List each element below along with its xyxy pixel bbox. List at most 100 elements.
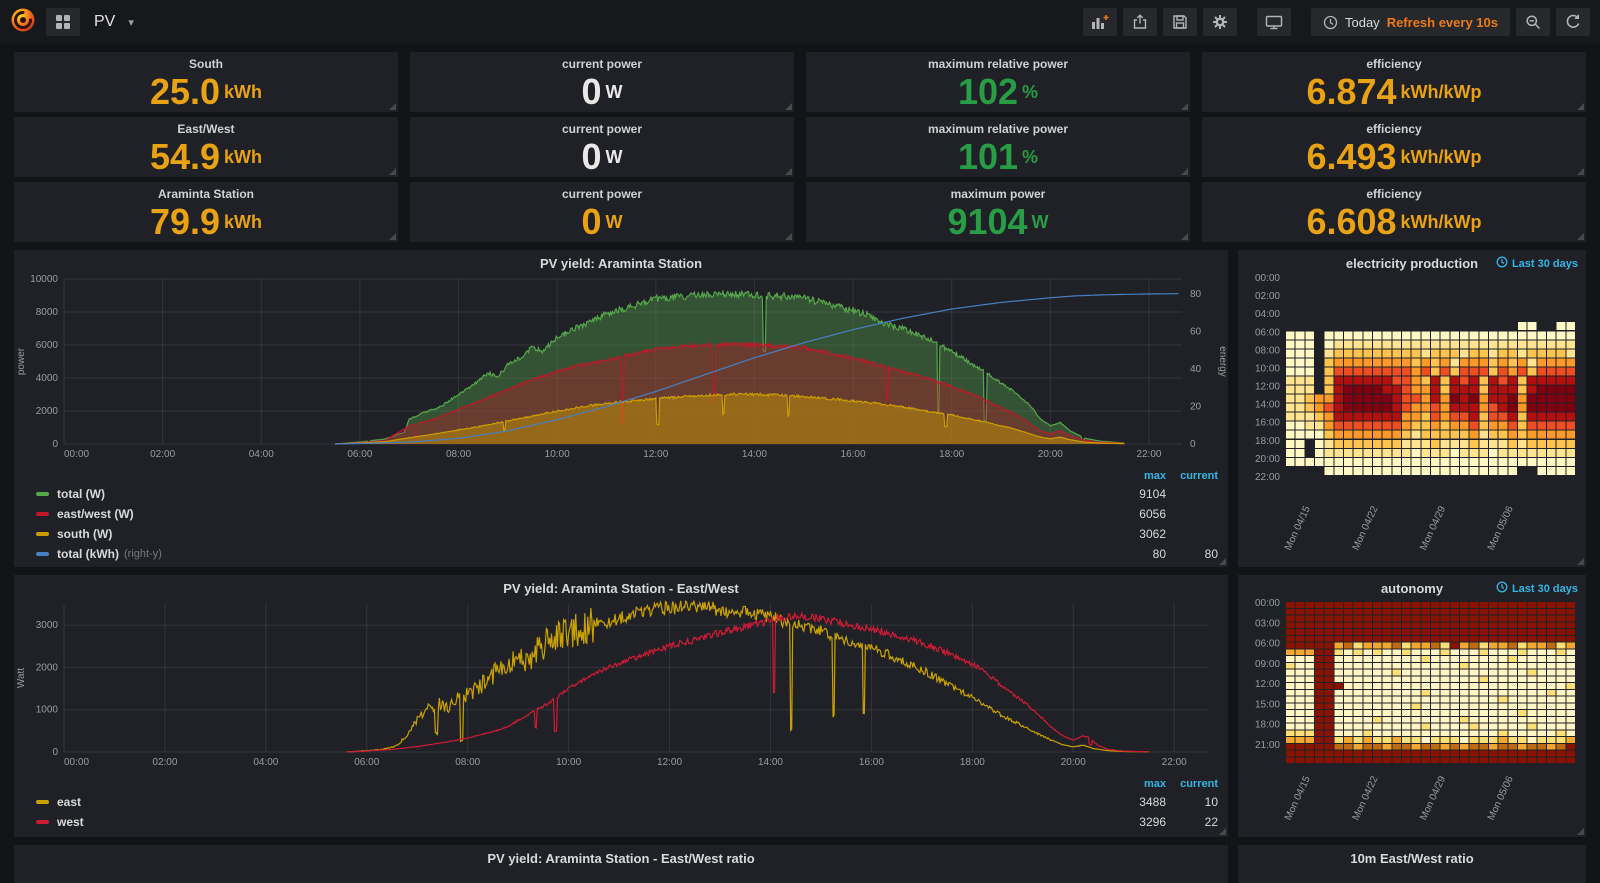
svg-text:10000: 10000	[30, 274, 58, 285]
svg-text:20:00: 20:00	[1255, 454, 1280, 465]
settings-button[interactable]	[1202, 8, 1237, 36]
panel-title[interactable]: PV yield: Araminta Station - East/West r…	[487, 851, 755, 866]
panel-title[interactable]: electricity production	[1345, 256, 1479, 271]
series-label[interactable]: east	[57, 795, 82, 809]
panel-title[interactable]: PV yield: Araminta Station	[539, 256, 703, 271]
svg-text:10:00: 10:00	[556, 757, 581, 768]
share-icon	[1132, 14, 1148, 30]
stat-eastwest-energy: East/West 54.9 kWh	[14, 117, 398, 177]
panel-title[interactable]: East/West	[177, 122, 235, 136]
series-swatch	[36, 820, 49, 824]
series-label[interactable]: total (W)	[57, 487, 105, 501]
legend-current-value: 10	[1204, 795, 1218, 809]
tv-mode-button[interactable]	[1256, 8, 1291, 36]
svg-text:1000: 1000	[36, 705, 59, 716]
svg-text:Watt: Watt	[16, 668, 27, 688]
magnifier-minus-icon	[1525, 14, 1541, 30]
panel-title[interactable]: autonomy	[1380, 581, 1444, 596]
refresh-button[interactable]	[1556, 8, 1590, 36]
pv-yield-eastwest-plot[interactable]: 0 1000 2000 3000 00:00 02:00 04:00 06:00 08:00 10…	[14, 596, 1228, 774]
electricity-production-heatmap[interactable]: 00:00 02:00 04:00 06:00 08:00 10:00 12:00 14:00…	[1238, 271, 1586, 558]
clock-icon	[1496, 256, 1508, 271]
svg-text:14:00: 14:00	[758, 757, 783, 768]
svg-text:08:00: 08:00	[446, 449, 471, 460]
chart2-legend: max current east 3488 10 west 3296 22	[14, 774, 1228, 836]
svg-text:04:00: 04:00	[249, 449, 274, 460]
navbar: PV ▾	[0, 0, 1600, 44]
panel-title[interactable]: Araminta Station	[157, 187, 254, 201]
stat-value: 9104 W	[947, 200, 1049, 242]
series-label[interactable]: south (W)	[57, 527, 113, 541]
svg-text:04:00: 04:00	[253, 757, 278, 768]
legend-row: total (kWh) (right-y) 80 80	[36, 544, 1218, 564]
panel-title[interactable]: current power	[561, 122, 642, 136]
series-swatch	[36, 532, 49, 536]
panel-title[interactable]: 10m East/West ratio	[1350, 851, 1474, 866]
panel-title[interactable]: efficiency	[1366, 57, 1422, 71]
legend-max-value: 3296	[1139, 815, 1166, 829]
panel-title[interactable]: current power	[561, 57, 642, 71]
legend-header-max[interactable]: max	[1143, 778, 1166, 790]
legend-header-current[interactable]: current	[1180, 470, 1218, 482]
clock-icon	[1323, 15, 1338, 30]
legend-header-max[interactable]: max	[1143, 470, 1166, 482]
panel-title[interactable]: PV yield: Araminta Station - East/West	[503, 581, 739, 596]
svg-text:12:00: 12:00	[1255, 382, 1280, 393]
time-range-label: Today	[1344, 14, 1380, 30]
svg-text:8000: 8000	[36, 307, 59, 318]
stat-station-max-power: maximum power 9104 W	[806, 182, 1190, 242]
panel-title[interactable]: maximum relative power	[927, 57, 1069, 71]
refresh-interval-label: Refresh every 10s	[1386, 14, 1498, 30]
series-swatch	[36, 492, 49, 496]
series-label[interactable]: total (kWh)	[57, 547, 119, 561]
svg-text:14:00: 14:00	[742, 449, 767, 460]
autonomy-heatmap[interactable]: 00:00 03:00 06:00 09:00 12:00 15:00 18:00 21:00…	[1238, 596, 1586, 828]
svg-text:06:00: 06:00	[1255, 639, 1280, 650]
panel-title[interactable]: efficiency	[1366, 187, 1422, 201]
panel-title[interactable]: maximum relative power	[927, 122, 1069, 136]
svg-text:21:00: 21:00	[1255, 740, 1280, 751]
svg-text:Mon 04/29: Mon 04/29	[1418, 774, 1448, 822]
pv-yield-total-plot[interactable]: 0 2000 4000 6000 8000 10000 00:00 02:00 04:00 06:…	[14, 271, 1228, 466]
zoom-out-button[interactable]	[1516, 8, 1550, 36]
svg-text:Mon 05/06: Mon 05/06	[1486, 774, 1516, 822]
grafana-logo[interactable]	[10, 7, 36, 38]
series-label[interactable]: east/west (W)	[57, 507, 134, 521]
svg-text:02:00: 02:00	[150, 449, 175, 460]
dashboards-button[interactable]	[46, 8, 80, 36]
stat-value: 25.0 kWh	[149, 70, 263, 112]
add-panel-button[interactable]	[1082, 8, 1117, 36]
panel-title[interactable]: efficiency	[1366, 122, 1422, 136]
svg-text:0: 0	[52, 747, 58, 758]
time-range-badge[interactable]: Last 30 days	[1496, 581, 1578, 596]
share-button[interactable]	[1122, 8, 1157, 36]
stat-eastwest-efficiency: efficiency 6.493 kWh/kWp	[1202, 117, 1586, 177]
panel-title[interactable]: South	[189, 57, 223, 71]
save-button[interactable]	[1162, 8, 1197, 36]
stat-value: 54.9 kWh	[149, 135, 263, 177]
svg-text:06:00: 06:00	[1255, 327, 1280, 338]
legend-current-value: 80	[1204, 547, 1218, 561]
svg-text:Mon 04/15: Mon 04/15	[1283, 504, 1313, 552]
refresh-icon	[1565, 14, 1581, 30]
time-range-button[interactable]: Today Refresh every 10s	[1310, 8, 1510, 36]
panel-title[interactable]: maximum power	[950, 187, 1046, 201]
svg-text:00:00: 00:00	[64, 449, 89, 460]
clock-icon	[1496, 581, 1508, 596]
svg-text:60: 60	[1190, 327, 1202, 338]
legend-max-value: 6056	[1139, 507, 1166, 521]
panel-title[interactable]: current power	[561, 187, 642, 201]
stat-south-efficiency: efficiency 6.874 kWh/kWp	[1202, 52, 1586, 112]
svg-text:02:00: 02:00	[152, 757, 177, 768]
time-range-badge[interactable]: Last 30 days	[1496, 256, 1578, 271]
svg-text:04:00: 04:00	[1255, 309, 1280, 320]
legend-header-current[interactable]: current	[1180, 778, 1218, 790]
panel-electricity-production: electricity production Last 30 days 00:0…	[1238, 250, 1586, 567]
series-label[interactable]: west	[57, 815, 84, 829]
dashboard-title[interactable]: PV	[94, 13, 116, 30]
chevron-down-icon[interactable]: ▾	[128, 16, 134, 29]
legend-max-value: 9104	[1139, 487, 1166, 501]
